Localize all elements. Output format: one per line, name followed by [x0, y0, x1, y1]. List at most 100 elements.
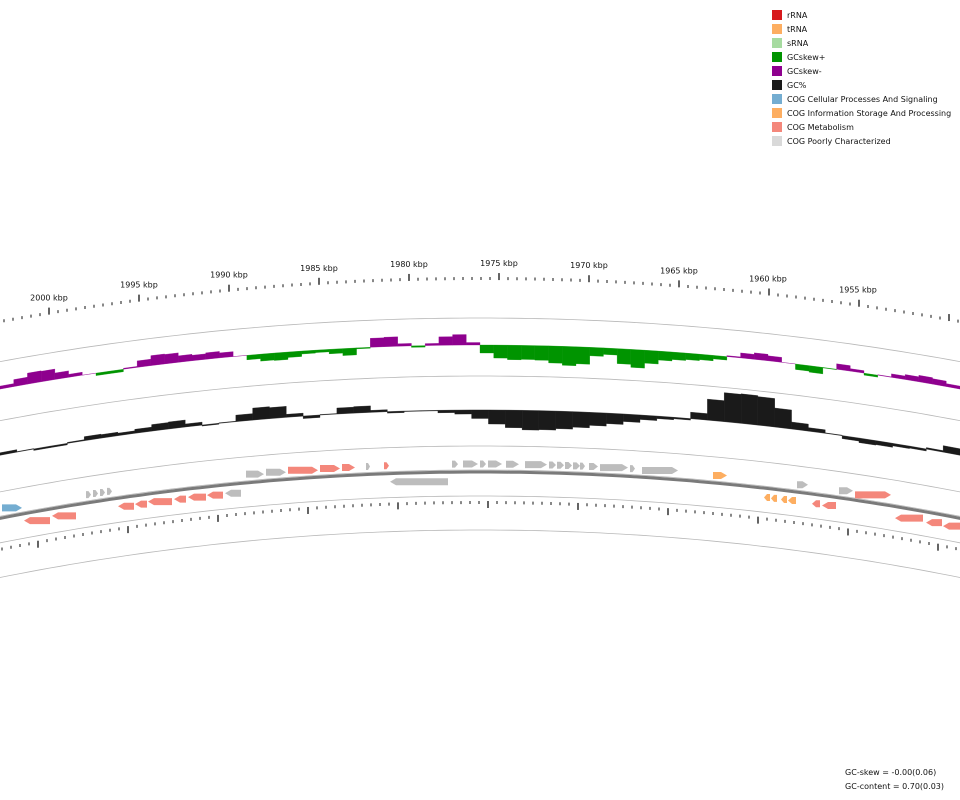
forward-gene-arrow [573, 462, 580, 470]
gc-content-segment [724, 392, 742, 424]
legend-item-cog-poor: COG Poorly Characterized [772, 134, 951, 148]
square-swatch-icon [772, 94, 782, 104]
track-guide-line [0, 495, 960, 544]
inner-scale-ticks [1, 501, 957, 551]
gc-skew-positive-segment [287, 350, 302, 358]
gc-content-segment [235, 413, 253, 422]
forward-gene-arrow [107, 487, 112, 495]
gc-skew-positive-segment [493, 344, 508, 359]
forward-gene-arrow [855, 491, 891, 499]
tick-label: 1965 kbp [660, 266, 698, 275]
gc-skew-negative-segment [54, 370, 69, 380]
tick-label: 1985 kbp [300, 264, 338, 273]
genome-stats: GC-skew = -0.00(0.06) GC-content = 0.70(… [845, 766, 944, 794]
gc-skew-positive-segment [712, 355, 728, 361]
square-swatch-icon [772, 136, 782, 146]
gc-skew-positive-segment [301, 349, 316, 355]
gc-skew-negative-segment [219, 351, 234, 359]
gc-content-segment [892, 443, 910, 449]
tick-label: 2000 kbp [30, 294, 68, 303]
gc-content-segment [572, 411, 590, 428]
forward-gene-arrow [384, 462, 389, 470]
forward-gene-arrow [525, 461, 547, 469]
reverse-gene-arrow [926, 519, 942, 527]
forward-gene-arrow [630, 465, 635, 473]
forward-gene-arrow [797, 481, 808, 489]
gc-content-segment [336, 406, 354, 415]
gc-skew-positive-segment [548, 345, 563, 364]
tick-label: 1960 kbp [749, 274, 787, 283]
gc-content-segment [858, 437, 876, 446]
gc-content-segment [303, 414, 321, 419]
legend-label: COG Information Storage And Processing [787, 108, 952, 118]
gc-content-segment [673, 417, 691, 421]
gc-skew-positive-segment [109, 369, 124, 374]
gc-skew-negative-segment [740, 352, 755, 360]
gc-skew-negative-segment [383, 336, 398, 347]
gc-content-segment [151, 422, 169, 432]
gc-skew-negative-segment [178, 354, 193, 363]
gc-content-track [0, 392, 960, 456]
forward-gene-arrow [506, 460, 519, 468]
square-swatch-icon [772, 38, 782, 48]
gc-skew-negative-segment [767, 355, 782, 363]
gc-skew-positive-segment [616, 348, 632, 365]
gc-content-segment [791, 421, 809, 432]
legend-label: GC% [787, 80, 807, 90]
genome-backbone [0, 470, 960, 520]
forward-gene-arrow [100, 488, 105, 496]
gc-content-segment [168, 419, 186, 430]
gc-content-segment [488, 409, 506, 425]
gc-content-segment [16, 448, 34, 453]
gc-content-segment [757, 396, 775, 428]
forward-gene-arrow [2, 504, 22, 512]
gc-content-segment [875, 440, 893, 448]
gc-content-segment [370, 409, 388, 413]
gc-skew-negative-segment [123, 366, 138, 370]
gc-content-segment [623, 413, 641, 423]
gc-content-segment [0, 449, 17, 456]
forward-gene-arrow [86, 491, 91, 499]
reverse-gene-arrow [390, 478, 448, 486]
gc-content-segment [185, 421, 203, 428]
gc-content-segment [808, 427, 826, 434]
tick-label: 1995 kbp [120, 281, 158, 290]
forward-gene-arrow [288, 466, 318, 474]
gc-skew-negative-segment [452, 334, 467, 346]
legend-item-gcskew-pos: GCskew+ [772, 50, 951, 64]
square-swatch-icon [772, 10, 782, 20]
reverse-gene-arrow [822, 501, 836, 509]
gc-content-segment [690, 411, 708, 421]
gc-skew-track [0, 334, 960, 390]
forward-strand-genes [2, 460, 891, 512]
forward-gene-arrow [452, 460, 458, 468]
gc-skew-negative-segment [233, 355, 247, 357]
gc-skew-negative-segment [850, 368, 865, 374]
square-swatch-icon [772, 52, 782, 62]
gc-skew-negative-segment [370, 337, 385, 348]
gc-content-segment [471, 409, 489, 419]
gc-skew-positive-segment [603, 347, 618, 356]
gc-content-segment [943, 445, 960, 456]
legend-label: sRNA [787, 38, 809, 48]
reverse-gene-arrow [771, 494, 777, 502]
gc-skew-negative-segment [946, 383, 960, 390]
square-swatch-icon [772, 108, 782, 118]
track-guide-line [0, 375, 960, 422]
gc-skew-negative-segment [877, 374, 892, 378]
forward-gene-arrow [580, 462, 585, 470]
gc-skew-stat: GC-skew = -0.00(0.06) [845, 768, 937, 777]
gc-skew-negative-segment [40, 368, 56, 382]
gc-skew-positive-segment [479, 344, 494, 354]
reverse-gene-arrow [188, 493, 206, 501]
gc-skew-positive-segment [315, 349, 330, 353]
forward-gene-arrow [549, 461, 556, 469]
reverse-gene-arrow [135, 500, 147, 508]
gc-skew-positive-segment [520, 345, 536, 360]
gc-skew-positive-segment [863, 372, 878, 378]
gc-skew-positive-segment [685, 352, 700, 361]
gc-content-segment [555, 410, 573, 430]
forward-gene-arrow [480, 460, 486, 468]
gc-content-segment [117, 430, 135, 436]
